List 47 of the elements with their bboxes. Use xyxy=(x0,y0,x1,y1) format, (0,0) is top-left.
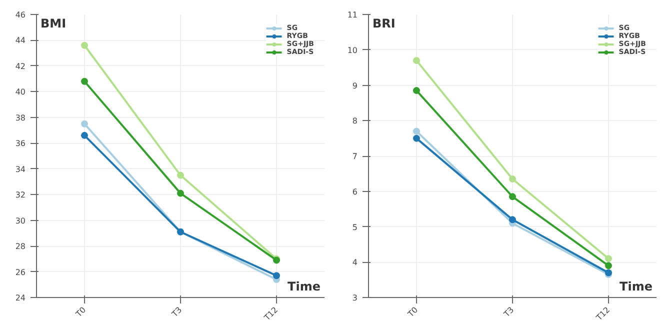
point xyxy=(81,120,88,128)
point xyxy=(413,56,420,64)
y-tick-label: 11 xyxy=(347,10,358,20)
y-tick-label: 38 xyxy=(15,113,26,122)
point xyxy=(81,78,88,85)
y-tick-label: 9 xyxy=(352,81,358,90)
point xyxy=(413,134,420,142)
x-tick-label: T12 xyxy=(262,305,280,324)
point xyxy=(509,193,516,200)
point xyxy=(81,42,88,49)
x-tick-label: T0 xyxy=(74,305,88,320)
x-axis-title: Time xyxy=(288,280,321,294)
x-tick-label: T0 xyxy=(406,305,420,320)
x-tick-label: T12 xyxy=(594,305,612,324)
point xyxy=(413,87,420,94)
y-axis-title: BMI xyxy=(40,16,66,30)
point xyxy=(177,190,184,197)
y-tick-label: 10 xyxy=(347,46,358,55)
y-tick-label: 4 xyxy=(352,258,358,268)
y-tick-label: 32 xyxy=(15,190,26,200)
y-tick-label: 26 xyxy=(15,268,26,277)
x-tick-label: T3 xyxy=(502,305,516,320)
point xyxy=(509,176,516,182)
point xyxy=(509,216,516,224)
y-tick-label: 34 xyxy=(15,164,26,174)
point xyxy=(81,132,88,139)
y-tick-label: 36 xyxy=(15,139,26,148)
y-tick-label: 30 xyxy=(15,216,26,226)
y-tick-label: 46 xyxy=(15,10,26,20)
y-tick-label: 8 xyxy=(352,116,358,126)
point xyxy=(413,128,420,135)
y-tick-label: 6 xyxy=(352,187,358,196)
y-tick-label: 40 xyxy=(15,88,26,97)
point xyxy=(177,172,184,179)
y-tick-label: 24 xyxy=(15,294,26,302)
point xyxy=(605,255,612,262)
y-tick-label: 28 xyxy=(15,242,26,252)
y-tick-label: 3 xyxy=(352,294,358,302)
y-tick-label: 5 xyxy=(352,222,358,232)
point xyxy=(605,262,612,270)
y-tick-label: 7 xyxy=(352,152,358,161)
x-axis-title: Time xyxy=(620,280,653,294)
point xyxy=(273,272,280,280)
y-tick-label: 44 xyxy=(15,36,26,46)
x-tick-label: T3 xyxy=(170,305,184,320)
y-axis-title: BRI xyxy=(372,16,396,30)
y-tick-label: 42 xyxy=(15,62,26,71)
